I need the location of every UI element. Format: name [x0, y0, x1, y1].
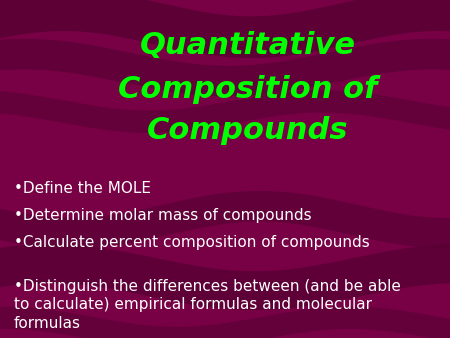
Text: •Determine molar mass of compounds: •Determine molar mass of compounds [14, 208, 311, 223]
Text: •Distinguish the differences between (and be able
to calculate) empirical formul: •Distinguish the differences between (an… [14, 279, 400, 331]
Text: Composition of: Composition of [118, 75, 377, 104]
Text: Compounds: Compounds [147, 116, 348, 145]
Text: Quantitative: Quantitative [140, 31, 356, 60]
Text: •Define the MOLE: •Define the MOLE [14, 181, 150, 196]
Text: •Calculate percent composition of compounds: •Calculate percent composition of compou… [14, 235, 369, 250]
